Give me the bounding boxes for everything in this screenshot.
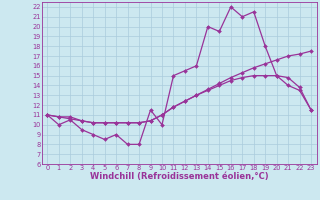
X-axis label: Windchill (Refroidissement éolien,°C): Windchill (Refroidissement éolien,°C) (90, 172, 268, 181)
